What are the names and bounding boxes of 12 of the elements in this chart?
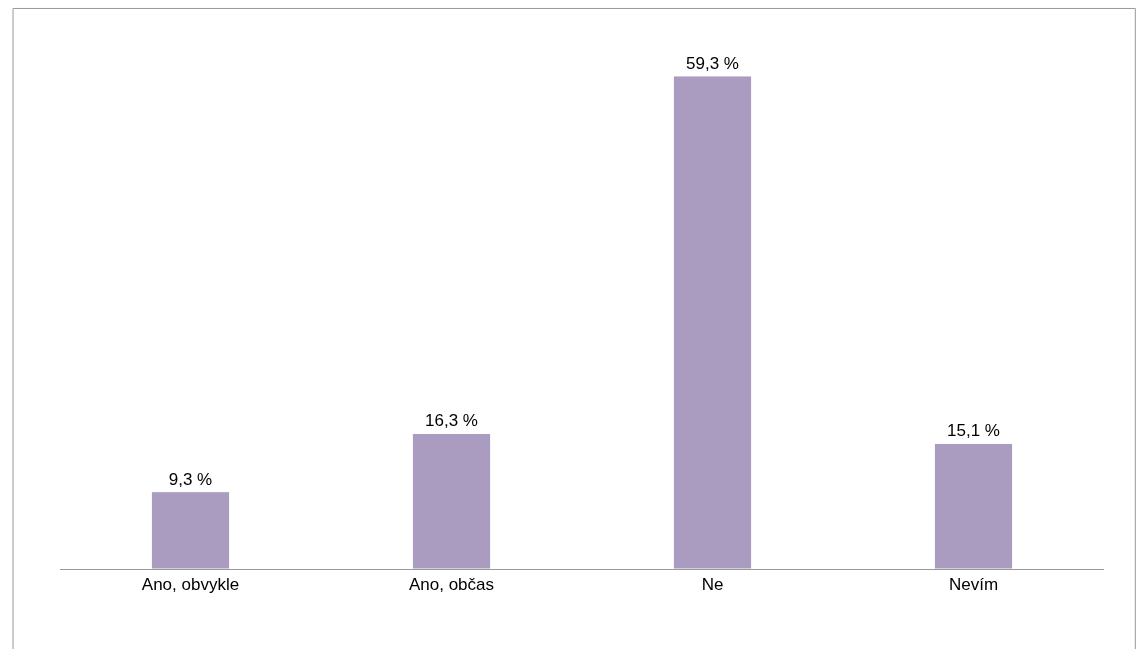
bar bbox=[672, 75, 753, 569]
bar bbox=[411, 432, 492, 569]
x-tick-label: Nevím bbox=[948, 575, 999, 595]
data-label: 59,3 % bbox=[686, 53, 739, 73]
data-label: 16,3 % bbox=[425, 411, 478, 431]
data-label: 9,3 % bbox=[168, 469, 213, 489]
x-tick-label: Ano, občas bbox=[408, 575, 495, 595]
x-tick-label: Ano, obvykle bbox=[141, 575, 240, 595]
data-label: 15,1 % bbox=[947, 421, 1000, 441]
bar bbox=[150, 491, 231, 569]
x-tick-label: Ne bbox=[701, 575, 724, 595]
bar bbox=[933, 442, 1014, 569]
